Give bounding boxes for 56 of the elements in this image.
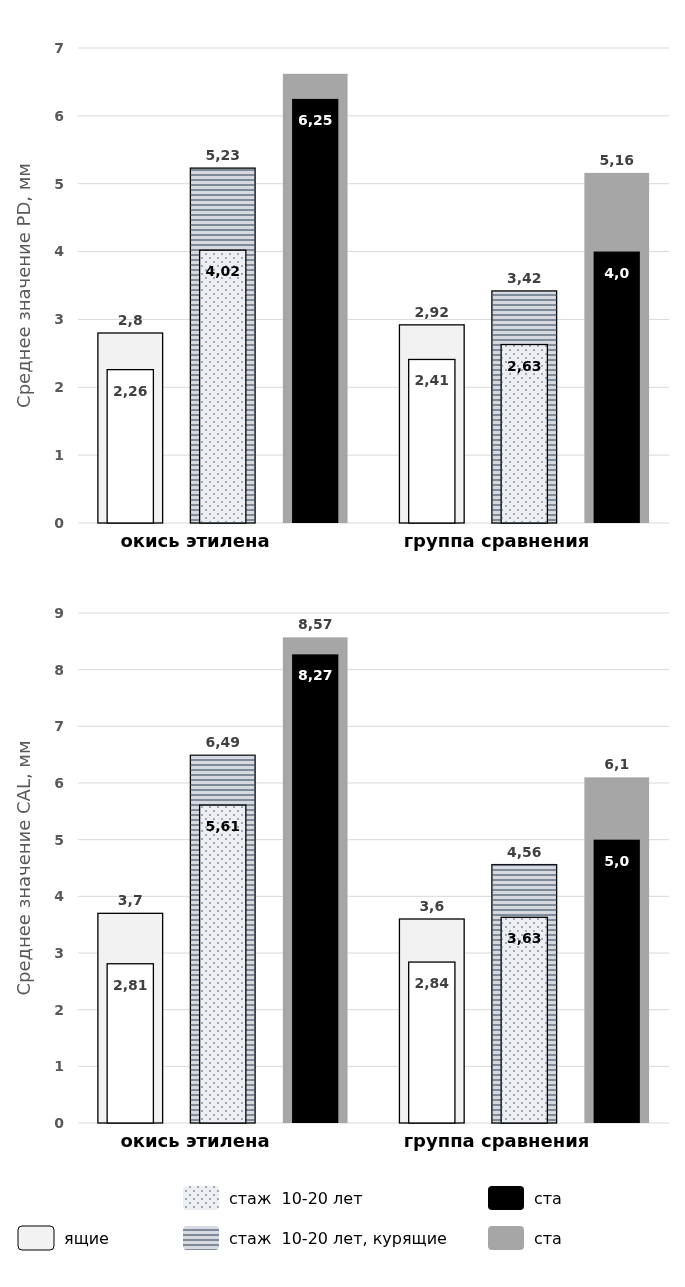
y-tick-label: 6 xyxy=(54,107,64,124)
data-label: 3,6 xyxy=(419,898,445,914)
x-tick-label: группа сравнения xyxy=(403,1130,590,1151)
y-tick-label: 6 xyxy=(54,774,64,791)
y-tick-label: 5 xyxy=(54,175,64,192)
y-tick-label: 0 xyxy=(54,1114,65,1131)
y-tick-label: 2 xyxy=(54,1001,64,1018)
bar xyxy=(292,98,339,523)
data-label: 8,57 xyxy=(297,616,333,633)
bar xyxy=(593,839,640,1123)
data-label: 8,27 xyxy=(297,667,333,684)
data-label: 5,16 xyxy=(599,151,635,168)
data-label: 4,0 xyxy=(604,264,630,281)
data-label: 2,84 xyxy=(414,975,450,992)
y-tick-label: 5 xyxy=(54,831,64,848)
data-label: 4,02 xyxy=(205,263,241,280)
legend-label: стаж 10-20 лет xyxy=(229,1188,363,1208)
y-axis-title: Среднее значение CAL, мм xyxy=(13,740,34,996)
y-tick-label: 4 xyxy=(54,888,65,905)
data-label: 2,26 xyxy=(112,382,148,399)
bar xyxy=(292,654,339,1123)
data-label: 2,41 xyxy=(414,372,450,389)
data-label: 6,1 xyxy=(604,756,630,773)
legend-label: стаж 10-20 лет, курящие xyxy=(229,1228,447,1248)
legend-label: ящие xyxy=(64,1228,109,1248)
data-label: 2,92 xyxy=(414,303,450,320)
data-label: 4,56 xyxy=(506,843,542,860)
y-tick-label: 9 xyxy=(54,604,64,621)
legend-label: ста xyxy=(534,1228,562,1248)
data-label: 2,8 xyxy=(117,312,143,328)
y-tick-label: 7 xyxy=(54,39,64,56)
x-tick-label: группа сравнения xyxy=(403,530,590,551)
data-label: 6,25 xyxy=(297,111,333,128)
y-tick-label: 8 xyxy=(54,661,64,678)
data-label: 6,49 xyxy=(205,734,241,751)
legend-label: ста xyxy=(534,1188,562,1208)
bar xyxy=(593,251,640,523)
data-label: 5,61 xyxy=(205,818,241,835)
x-tick-label: окись этилена xyxy=(120,530,270,551)
y-tick-label: 3 xyxy=(54,944,64,961)
data-label: 2,63 xyxy=(506,357,542,374)
data-label: 5,23 xyxy=(205,147,241,164)
y-tick-label: 3 xyxy=(54,311,64,328)
y-tick-label: 2 xyxy=(54,379,64,396)
data-label: 5,0 xyxy=(604,852,630,869)
x-tick-label: окись этилена xyxy=(120,1130,270,1151)
y-tick-label: 1 xyxy=(54,447,64,464)
y-tick-label: 7 xyxy=(54,718,64,735)
data-label: 3,63 xyxy=(506,930,542,947)
data-label: 2,81 xyxy=(112,976,148,993)
y-tick-label: 4 xyxy=(54,243,65,260)
data-label: 3,42 xyxy=(506,269,542,286)
y-axis-title: Среднее значение PD, мм xyxy=(13,163,34,408)
y-tick-label: 1 xyxy=(54,1058,64,1075)
data-label: 3,7 xyxy=(117,892,143,909)
y-tick-label: 0 xyxy=(54,514,65,531)
